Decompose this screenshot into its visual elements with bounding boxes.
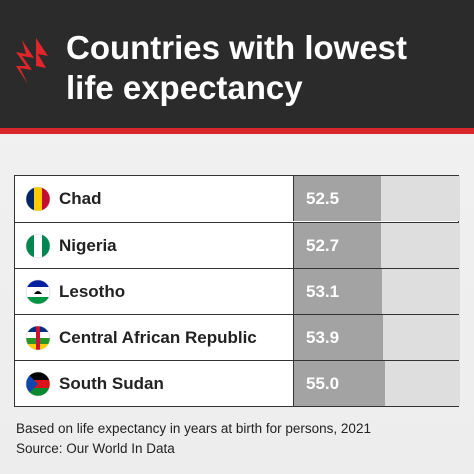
- bar-track: 55.0: [293, 361, 460, 406]
- bar-track: 53.9: [293, 315, 460, 360]
- row: Central African Republic 53.9: [15, 314, 460, 360]
- flag: [25, 186, 51, 212]
- flag: [25, 325, 51, 351]
- bar: [294, 269, 383, 314]
- row: Lesotho 53.1: [15, 268, 460, 314]
- bar-track: 53.1: [293, 269, 460, 314]
- note: Based on life expectancy in years at bir…: [16, 421, 371, 436]
- row: South Sudan 55.0: [15, 360, 460, 406]
- value-label: 52.5: [306, 189, 340, 208]
- category-label: South Sudan: [59, 374, 164, 393]
- category-label: Nigeria: [59, 236, 117, 255]
- bar-track: 52.7: [293, 223, 460, 268]
- category-label: Central African Republic: [59, 328, 257, 347]
- bar: [294, 315, 384, 360]
- value-label: 53.9: [306, 328, 340, 347]
- row: Chad 52.5: [15, 176, 460, 222]
- value-label: 52.7: [306, 236, 340, 255]
- bar: [294, 176, 382, 221]
- category-label: Chad: [59, 189, 102, 208]
- value-label: 53.1: [306, 282, 340, 301]
- header: [0, 0, 474, 128]
- category-label: Lesotho: [59, 282, 126, 301]
- chart-title: Countries with lowest life expectancy: [66, 29, 408, 106]
- header-stripe: [0, 128, 474, 134]
- bar: [294, 223, 382, 268]
- flag: [25, 279, 51, 305]
- flag: [25, 233, 51, 259]
- source: Source: Our World In Data: [16, 441, 175, 456]
- bar-track: 52.5: [293, 176, 460, 221]
- logo: [16, 38, 48, 84]
- flag: [25, 371, 51, 397]
- table: Chad 52.5 Nigeria 52.7 Lesotho 53.1 Central Af…: [14, 175, 460, 407]
- bar: [294, 361, 386, 406]
- row: Nigeria 52.7: [15, 222, 460, 268]
- value-label: 55.0: [306, 374, 340, 393]
